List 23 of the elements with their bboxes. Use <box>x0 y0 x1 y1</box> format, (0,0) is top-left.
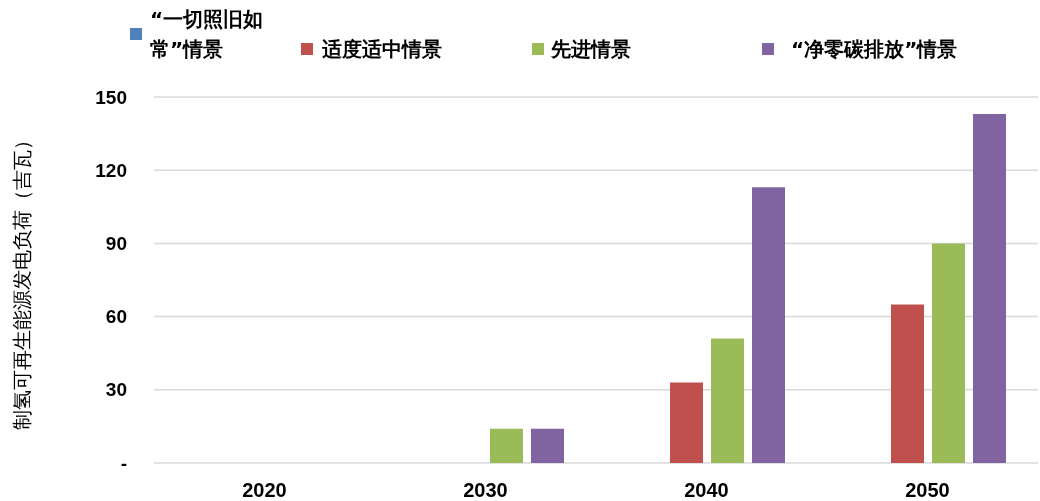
x-tick-label: 2040 <box>684 479 729 501</box>
bar <box>711 338 744 463</box>
y-tick-label: - <box>120 452 127 474</box>
y-axis-title: 制氢可再生能源发电负荷（吉瓦） <box>9 129 35 432</box>
y-tick-label: 60 <box>105 306 127 328</box>
x-tick-label: 2020 <box>242 479 287 501</box>
y-tick-label: 90 <box>105 233 127 255</box>
bar <box>973 114 1006 463</box>
y-tick-label: 120 <box>95 159 127 181</box>
legend-label: “净零碳排放”情景 <box>791 36 958 63</box>
bar <box>932 243 965 463</box>
y-tick-label: 150 <box>95 86 127 108</box>
bar <box>891 304 924 463</box>
bar <box>752 187 785 463</box>
legend-label: 先进情景 <box>551 36 631 63</box>
x-tick-label: 2050 <box>905 479 950 501</box>
y-tick-label: 30 <box>105 379 127 401</box>
bar <box>490 428 523 463</box>
x-tick-label: 2030 <box>463 479 508 501</box>
legend-label: 适度适中情景 <box>322 36 442 63</box>
bar <box>531 428 564 463</box>
legend-label: “一切照旧如常”情景 <box>150 6 265 63</box>
bar <box>670 382 703 463</box>
